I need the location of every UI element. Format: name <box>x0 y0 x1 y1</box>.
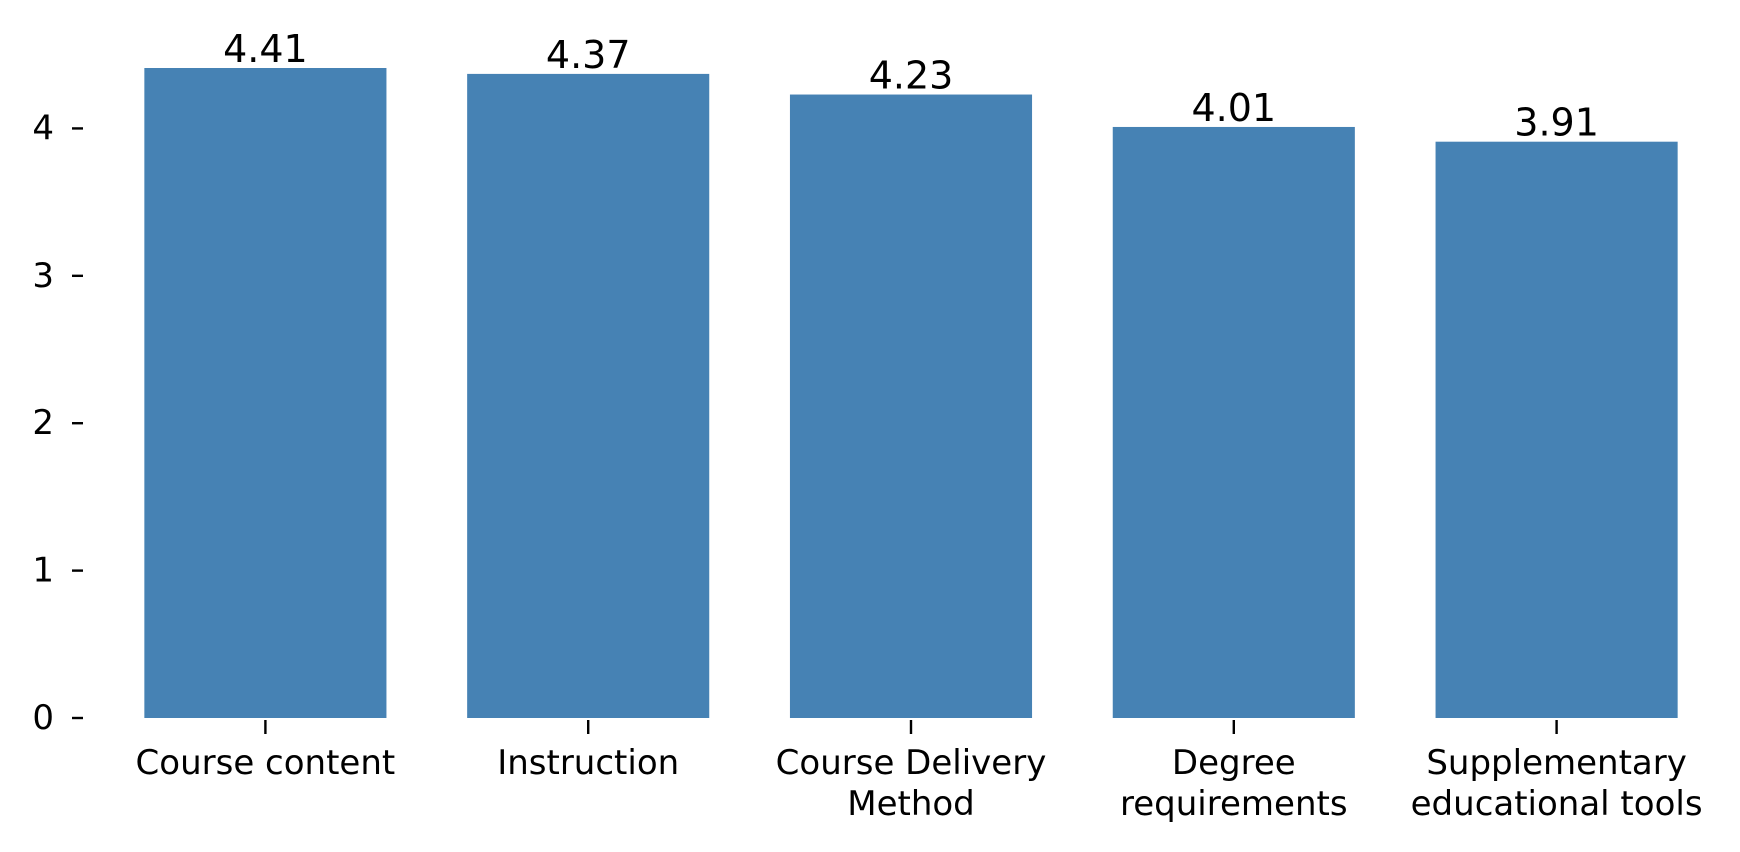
bar <box>789 94 1033 718</box>
y-tick-label: 2 <box>32 403 54 443</box>
y-tick-label: 1 <box>32 551 54 591</box>
bar <box>467 73 710 718</box>
y-tick-label: 3 <box>32 256 54 296</box>
value-labels: 4.41 4.37 4.23 4.01 3.91 <box>223 27 1599 145</box>
x-tick-label-line: Instruction <box>497 743 679 783</box>
bar-value-label: 3.91 <box>1514 101 1599 145</box>
bars <box>144 68 1678 719</box>
x-tick-label-line: Degree <box>1172 743 1296 783</box>
bar-value-label: 4.23 <box>869 54 954 98</box>
bar-value-label: 4.41 <box>223 27 308 71</box>
x-axis: Course content Instruction Course Delivery… <box>136 720 1703 824</box>
x-tick-label-line: educational tools <box>1411 784 1703 824</box>
x-tick-label-line: Course content <box>136 743 396 783</box>
x-tick-label-line: requirements <box>1120 784 1348 824</box>
x-tick-label-line: Supplementary <box>1426 743 1687 783</box>
bar <box>1435 141 1678 718</box>
x-tick-label-line: Course Delivery <box>776 743 1047 783</box>
bar-value-label: 4.37 <box>546 33 631 77</box>
x-tick-label: Instruction <box>497 743 679 783</box>
bar <box>144 68 387 718</box>
x-tick-label: Degree requirements <box>1120 743 1348 824</box>
x-tick-label-line: Method <box>847 784 975 824</box>
x-tick-label: Supplementary educational tools <box>1411 743 1703 824</box>
bar-value-label: 4.01 <box>1191 86 1276 130</box>
y-tick-label: 0 <box>32 698 54 738</box>
y-axis: 0 1 2 3 4 <box>32 108 83 738</box>
x-tick-label: Course Delivery Method <box>776 743 1047 824</box>
y-tick-label: 4 <box>32 108 54 148</box>
bar <box>1112 126 1355 719</box>
x-tick-label: Course content <box>136 743 396 783</box>
